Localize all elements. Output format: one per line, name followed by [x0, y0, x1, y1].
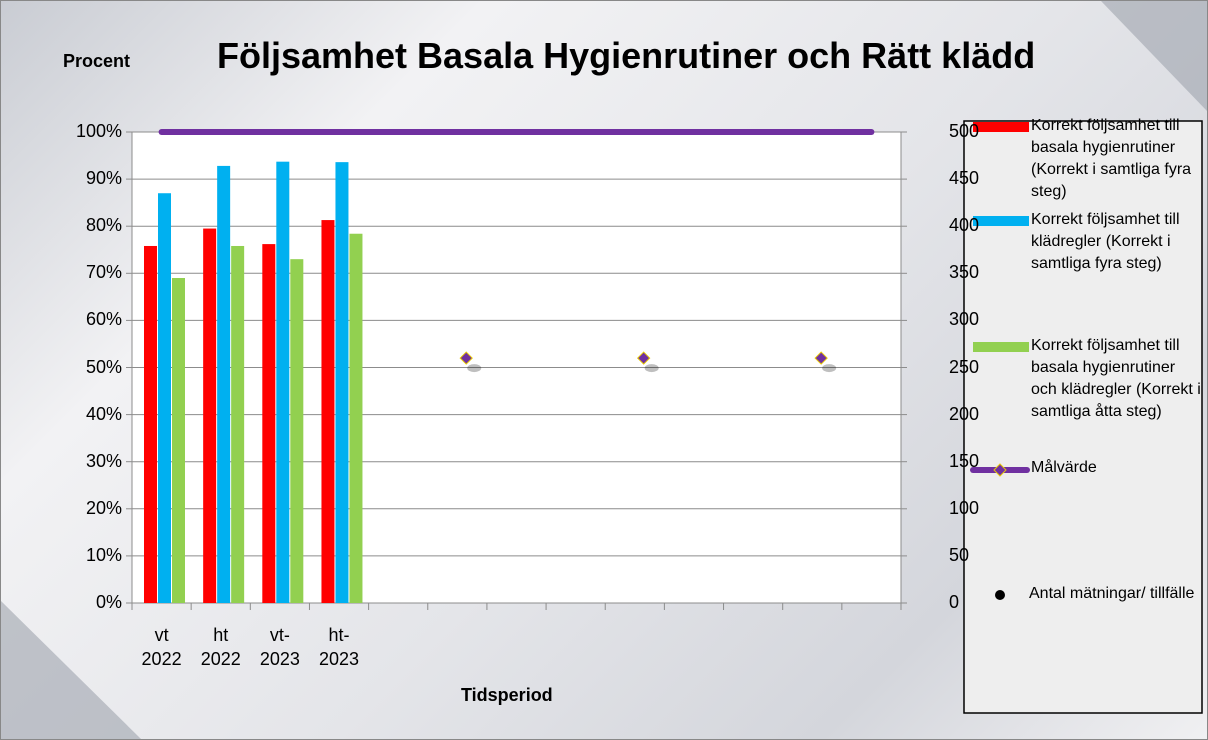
y-tick-label: 70%: [85, 262, 122, 283]
x-axis-label: Tidsperiod: [461, 685, 553, 705]
point: [814, 351, 828, 365]
bar: [321, 220, 335, 603]
bar: [217, 165, 231, 604]
marker-shadow: [467, 364, 482, 373]
legend-swatch: [973, 122, 1029, 132]
bar: [349, 233, 363, 603]
legend-label: Antal mätningar/ tillfälle: [1029, 585, 1195, 602]
y-tick-label: 20%: [85, 497, 122, 518]
x-tick-label: vt-2023: [259, 625, 300, 669]
legend-swatch: [973, 342, 1029, 352]
bar: [144, 245, 157, 603]
y2-tick-label: 500: [949, 121, 980, 141]
point: [459, 351, 473, 365]
chart-title: Följsamhet Basala Hygienrutiner och Rätt…: [217, 35, 1036, 76]
y2-tick-label: 100: [949, 497, 980, 518]
marker-shadow: [822, 364, 837, 373]
y2-tick-label: 200: [949, 403, 980, 424]
bar: [172, 278, 185, 603]
y-tick-label: 100%: [75, 121, 122, 141]
y2-tick-label: 250: [949, 356, 980, 377]
bar: [276, 161, 290, 603]
bar: [290, 259, 304, 603]
y-tick-label: 60%: [85, 309, 122, 330]
bar: [158, 193, 171, 604]
bar: [203, 228, 217, 603]
y2-tick-label: 300: [949, 309, 980, 330]
legend-marker: [995, 590, 1005, 600]
x-tick-label: vt 2022: [141, 625, 182, 669]
y-tick-label: 40%: [85, 403, 122, 424]
y-tick-label: 90%: [85, 168, 122, 189]
y2-tick-label: 0: [949, 592, 960, 612]
y-tick-label: 10%: [85, 544, 122, 565]
legend-label: Målvärde: [1031, 459, 1097, 476]
point: [636, 351, 651, 365]
y-tick-label: 0%: [95, 592, 122, 612]
y2-tick-label: 350: [949, 262, 980, 283]
bar: [262, 244, 276, 603]
y-tick-label: 50%: [85, 356, 122, 377]
marker-shadow: [644, 364, 659, 373]
x-tick-label: ht-2023: [319, 625, 360, 669]
legend-label: Korrekt följsamhet till klädregler (Korr…: [1031, 211, 1180, 272]
bar: [231, 245, 245, 603]
y-tick-label: 80%: [85, 215, 122, 236]
y2-tick-label: 400: [949, 215, 980, 236]
y2-tick-label: 450: [949, 168, 980, 189]
legend-label: Korrekt följsamhet till basala hygienrut…: [1031, 337, 1201, 420]
y2-tick-label: 50: [949, 544, 970, 565]
legend-marker: [993, 463, 1007, 477]
y-axis-label: Procent: [63, 51, 131, 71]
bar: [335, 162, 349, 604]
legend-swatch: [973, 216, 1029, 226]
y-tick-label: 30%: [85, 450, 122, 471]
y2-tick-label: 150: [949, 450, 980, 471]
x-tick-label: ht 2022: [200, 625, 241, 669]
legend-label: Korrekt följsamhet till basala hygienrut…: [1031, 117, 1192, 200]
